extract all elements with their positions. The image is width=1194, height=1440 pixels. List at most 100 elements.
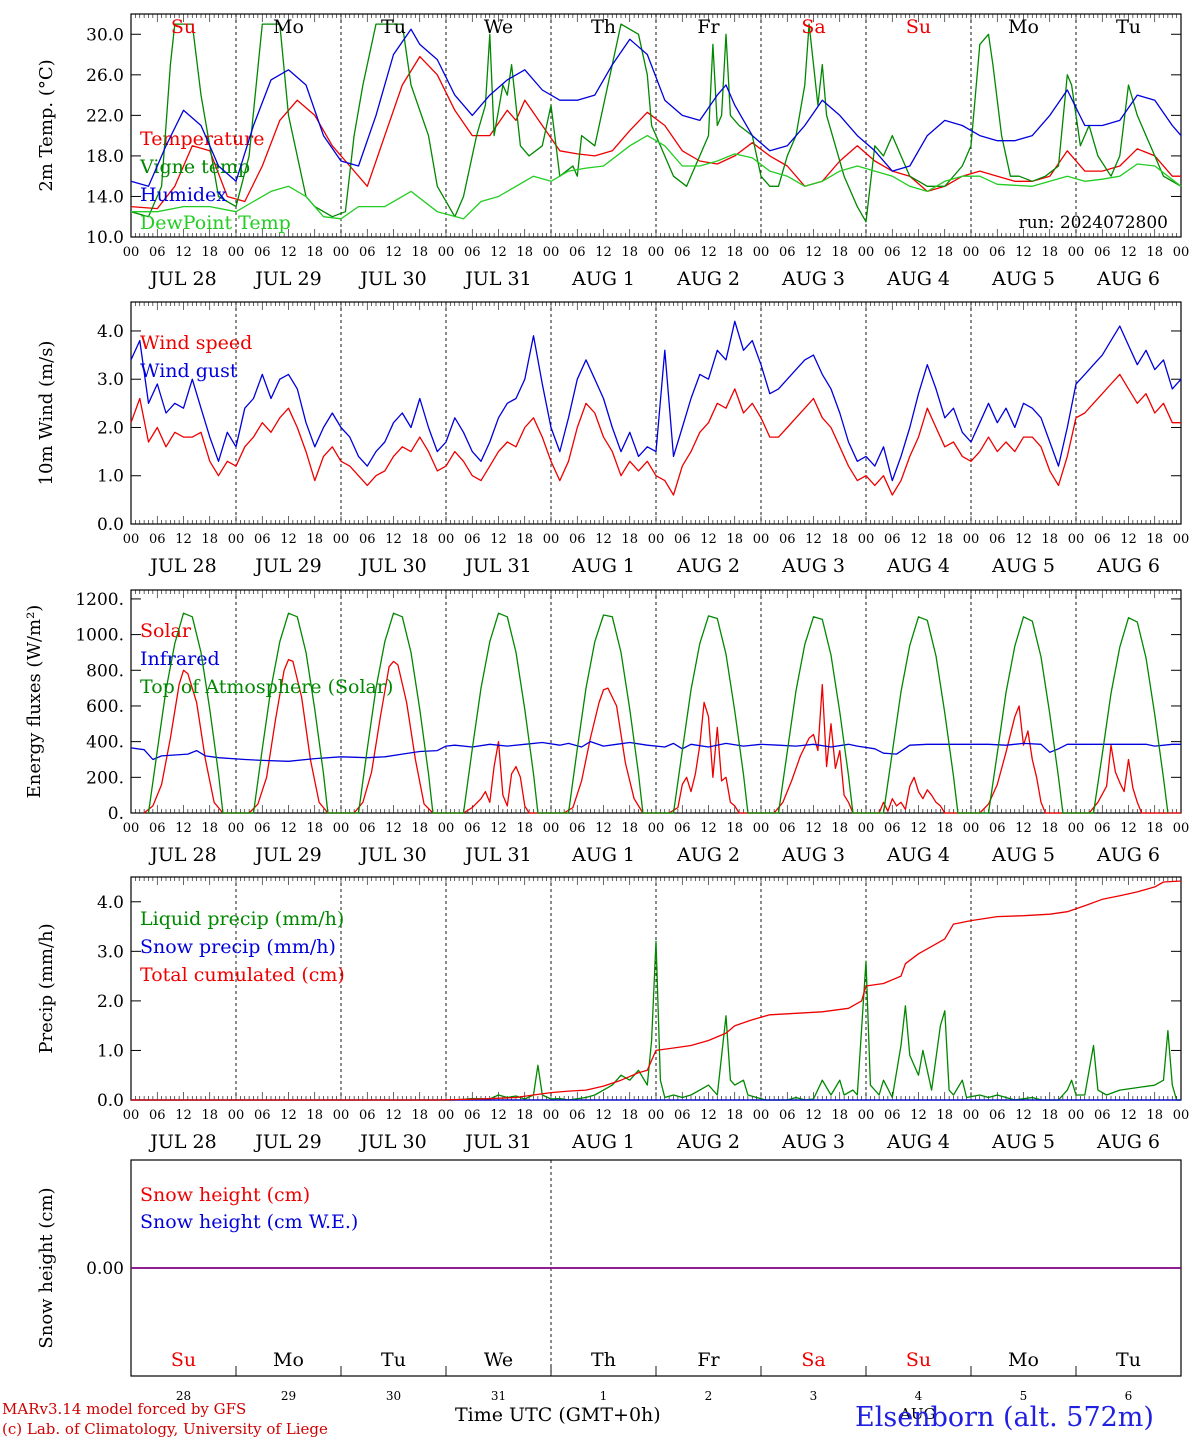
y-axis-label: 10m Wind (m/s) bbox=[36, 341, 57, 486]
hour-label: 06 bbox=[569, 821, 586, 836]
hour-label: 12 bbox=[1015, 1108, 1032, 1123]
hour-label: 18 bbox=[411, 821, 428, 836]
hour-label: 18 bbox=[1041, 1108, 1058, 1123]
panel-5: 28 29 30 31 1 2 3 4 5 6 0.00 Snow height (cm) Snow h… bbox=[36, 1159, 1182, 1403]
day-label: AUG 1 bbox=[571, 268, 635, 290]
weekday-label: Mo bbox=[1008, 16, 1039, 38]
hour-label: 06 bbox=[359, 821, 376, 836]
day-label: AUG 3 bbox=[781, 844, 845, 866]
hour-label: 06 bbox=[989, 532, 1006, 547]
hour-label: 12 bbox=[385, 821, 402, 836]
weekday-label: Th bbox=[591, 16, 616, 38]
panel-4: 00 06 12 18 00 06 12 18 00 06 12 18 00 06 12 18 00 06 12 18… bbox=[36, 876, 1190, 1153]
day-label: JUL 29 bbox=[253, 268, 321, 290]
day-label: AUG 6 bbox=[1096, 1131, 1160, 1153]
station-label: Elsenborn (alt. 572m) bbox=[855, 1402, 1154, 1433]
hour-label: 00 bbox=[1173, 245, 1190, 260]
hour-label: 12 bbox=[700, 245, 717, 260]
y-tick-label: 1.0 bbox=[97, 1041, 124, 1061]
hour-label: 18 bbox=[936, 821, 953, 836]
hour-label: 00 bbox=[753, 245, 770, 260]
hour-label: 18 bbox=[1146, 245, 1163, 260]
hour-label: 18 bbox=[201, 245, 218, 260]
day-label: JUL 28 bbox=[148, 1131, 216, 1153]
legend-label: Vigne temp bbox=[139, 156, 250, 178]
hour-label: 06 bbox=[674, 245, 691, 260]
series-line bbox=[147, 612, 1169, 814]
hour-label: 06 bbox=[674, 821, 691, 836]
hour-label: 06 bbox=[1094, 245, 1111, 260]
hour-label: 00 bbox=[858, 821, 875, 836]
day-label: AUG 4 bbox=[886, 555, 950, 577]
day-label: AUG 1 bbox=[571, 555, 635, 577]
hour-label: 18 bbox=[831, 821, 848, 836]
hour-label: 06 bbox=[779, 1108, 796, 1123]
panel-3: 00 06 12 18 00 06 12 18 00 06 12 18 00 06 12 18 00 06 12 18… bbox=[24, 589, 1189, 866]
hour-label: 12 bbox=[1015, 821, 1032, 836]
legend-label: Top of Atmosphere (Solar) bbox=[140, 676, 393, 698]
hour-label: 00 bbox=[753, 1108, 770, 1123]
y-tick-label: 0.00 bbox=[86, 1259, 124, 1279]
y-tick-label: 3.0 bbox=[97, 942, 124, 962]
y-tick-label: 400. bbox=[86, 733, 124, 753]
credit-line-model: MARv3.14 model forced by GFS bbox=[2, 1400, 247, 1418]
hour-label: 18 bbox=[936, 1108, 953, 1123]
hour-label: 18 bbox=[1146, 821, 1163, 836]
hour-label: 00 bbox=[1173, 1108, 1190, 1123]
hour-label: 00 bbox=[228, 821, 245, 836]
hour-label: 12 bbox=[280, 532, 297, 547]
weekday-label: Tu bbox=[381, 1349, 406, 1371]
hour-label: 06 bbox=[464, 1108, 481, 1123]
day-label: JUL 28 bbox=[148, 844, 216, 866]
weekday-label: Th bbox=[591, 1349, 616, 1371]
hour-label: 12 bbox=[700, 821, 717, 836]
series-line bbox=[131, 940, 1181, 1101]
hour-label: 12 bbox=[385, 532, 402, 547]
day-label: JUL 29 bbox=[253, 844, 321, 866]
day-label: JUL 31 bbox=[463, 555, 531, 577]
time-axis-label: Time UTC (GMT+0h) bbox=[455, 1404, 661, 1426]
hour-label: 00 bbox=[858, 1108, 875, 1123]
panel-2: 00 06 12 18 00 06 12 18 00 06 12 18 00 06 12 18 00 06 12 18… bbox=[36, 301, 1189, 577]
day-label: AUG 3 bbox=[781, 1131, 845, 1153]
hour-label: 00 bbox=[543, 532, 560, 547]
hour-label: 00 bbox=[438, 245, 455, 260]
weekday-label: Tu bbox=[1116, 1349, 1141, 1371]
hour-label: 06 bbox=[1094, 532, 1111, 547]
day-label: JUL 31 bbox=[463, 1131, 531, 1153]
hour-label: 00 bbox=[648, 532, 665, 547]
day-label: AUG 5 bbox=[991, 268, 1055, 290]
day-label: JUL 31 bbox=[463, 844, 531, 866]
hour-label: 06 bbox=[254, 1108, 271, 1123]
hour-label: 06 bbox=[989, 1108, 1006, 1123]
date-label: 1 bbox=[600, 1389, 608, 1403]
y-axis-label: 2m Temp. (°C) bbox=[36, 59, 57, 191]
day-label: JUL 28 bbox=[148, 268, 216, 290]
legend-label: Solar bbox=[140, 620, 192, 642]
hour-label: 18 bbox=[621, 532, 638, 547]
hour-label: 00 bbox=[123, 821, 140, 836]
plot-frame bbox=[130, 13, 1182, 238]
hour-label: 12 bbox=[1015, 245, 1032, 260]
y-axis-label: Snow height (cm) bbox=[36, 1187, 57, 1348]
series-line bbox=[131, 880, 1182, 1101]
y-tick-label: 26.0 bbox=[86, 66, 124, 86]
hour-label: 18 bbox=[1041, 821, 1058, 836]
hour-label: 00 bbox=[963, 245, 980, 260]
hour-label: 18 bbox=[1146, 1108, 1163, 1123]
hour-label: 00 bbox=[333, 245, 350, 260]
day-label: JUL 29 bbox=[253, 555, 321, 577]
hour-label: 12 bbox=[910, 821, 927, 836]
hour-label: 18 bbox=[306, 532, 323, 547]
hour-label: 18 bbox=[726, 821, 743, 836]
day-label: AUG 4 bbox=[886, 844, 950, 866]
weekday-label: Mo bbox=[1008, 1349, 1039, 1371]
hour-label: 12 bbox=[175, 245, 192, 260]
hour-label: 12 bbox=[700, 532, 717, 547]
day-label: AUG 3 bbox=[781, 555, 845, 577]
hour-label: 18 bbox=[306, 1108, 323, 1123]
hour-label: 06 bbox=[779, 821, 796, 836]
hour-label: 00 bbox=[543, 821, 560, 836]
series-line bbox=[130, 740, 1181, 762]
